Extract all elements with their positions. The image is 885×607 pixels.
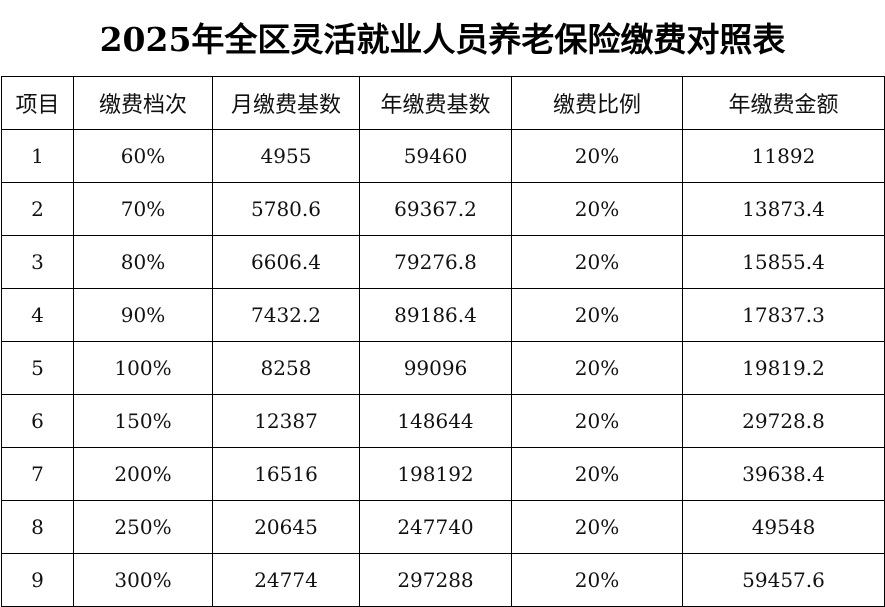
table-cell: 250% [73, 500, 213, 554]
table-row: 2 70% 5780.6 69367.2 20% 13873.4 [1, 182, 885, 236]
table-cell: 3 [1, 235, 74, 289]
contribution-table: 项目 缴费档次 月缴费基数 年缴费基数 缴费比例 年缴费金额 1 60% 4955 59460 2… [1, 76, 885, 607]
table-cell: 16516 [212, 447, 360, 501]
table-cell: 9 [1, 553, 74, 607]
table-cell: 150% [73, 394, 213, 448]
table-cell: 20% [511, 500, 683, 554]
table-cell: 20% [511, 341, 683, 395]
table-cell: 5780.6 [212, 182, 360, 236]
table-cell: 100% [73, 341, 213, 395]
table-cell: 20% [511, 182, 683, 236]
table-cell: 49548 [682, 500, 885, 554]
table-cell: 12387 [212, 394, 360, 448]
table-cell: 39638.4 [682, 447, 885, 501]
table-cell: 99096 [359, 341, 512, 395]
table-cell: 7432.2 [212, 288, 360, 342]
table-cell: 90% [73, 288, 213, 342]
column-header: 缴费比例 [511, 76, 683, 130]
table-cell: 5 [1, 341, 74, 395]
table-cell: 15855.4 [682, 235, 885, 289]
table-cell: 20% [511, 129, 683, 183]
table-cell: 6 [1, 394, 74, 448]
table-cell: 2 [1, 182, 74, 236]
table-cell: 1 [1, 129, 74, 183]
table-cell: 20% [511, 553, 683, 607]
table-cell: 59460 [359, 129, 512, 183]
column-header: 年缴费基数 [359, 76, 512, 130]
column-header: 年缴费金额 [682, 76, 885, 130]
table-cell: 19819.2 [682, 341, 885, 395]
table-cell: 11892 [682, 129, 885, 183]
table-cell: 13873.4 [682, 182, 885, 236]
table-cell: 200% [73, 447, 213, 501]
table-cell: 148644 [359, 394, 512, 448]
column-header: 项目 [1, 76, 74, 130]
table-cell: 7 [1, 447, 74, 501]
table-cell: 80% [73, 235, 213, 289]
table-cell: 79276.8 [359, 235, 512, 289]
table-cell: 8 [1, 500, 74, 554]
table-cell: 297288 [359, 553, 512, 607]
header-row: 项目 缴费档次 月缴费基数 年缴费基数 缴费比例 年缴费金额 [1, 76, 885, 130]
table-row: 5 100% 8258 99096 20% 19819.2 [1, 341, 885, 395]
table-cell: 60% [73, 129, 213, 183]
table-row: 1 60% 4955 59460 20% 11892 [1, 129, 885, 183]
table-cell: 6606.4 [212, 235, 360, 289]
table-cell: 20% [511, 447, 683, 501]
table-cell: 247740 [359, 500, 512, 554]
page-title: 2025年全区灵活就业人员养老保险缴费对照表 [99, 20, 786, 59]
table-cell: 198192 [359, 447, 512, 501]
table-cell: 4955 [212, 129, 360, 183]
table-cell: 59457.6 [682, 553, 885, 607]
table-cell: 20% [511, 235, 683, 289]
table-cell: 69367.2 [359, 182, 512, 236]
table-row: 9 300% 24774 297288 20% 59457.6 [1, 553, 885, 607]
table-row: 3 80% 6606.4 79276.8 20% 15855.4 [1, 235, 885, 289]
table-cell: 24774 [212, 553, 360, 607]
table-cell: 89186.4 [359, 288, 512, 342]
column-header: 缴费档次 [73, 76, 213, 130]
table-row: 6 150% 12387 148644 20% 29728.8 [1, 394, 885, 448]
table-cell: 20% [511, 394, 683, 448]
table-cell: 300% [73, 553, 213, 607]
table-row: 4 90% 7432.2 89186.4 20% 17837.3 [1, 288, 885, 342]
table-cell: 20645 [212, 500, 360, 554]
table-row: 8 250% 20645 247740 20% 49548 [1, 500, 885, 554]
table-cell: 4 [1, 288, 74, 342]
table-cell: 8258 [212, 341, 360, 395]
table-row: 7 200% 16516 198192 20% 39638.4 [1, 447, 885, 501]
table-cell: 70% [73, 182, 213, 236]
table-cell: 17837.3 [682, 288, 885, 342]
table-cell: 20% [511, 288, 683, 342]
table-cell: 29728.8 [682, 394, 885, 448]
column-header: 月缴费基数 [212, 76, 360, 130]
